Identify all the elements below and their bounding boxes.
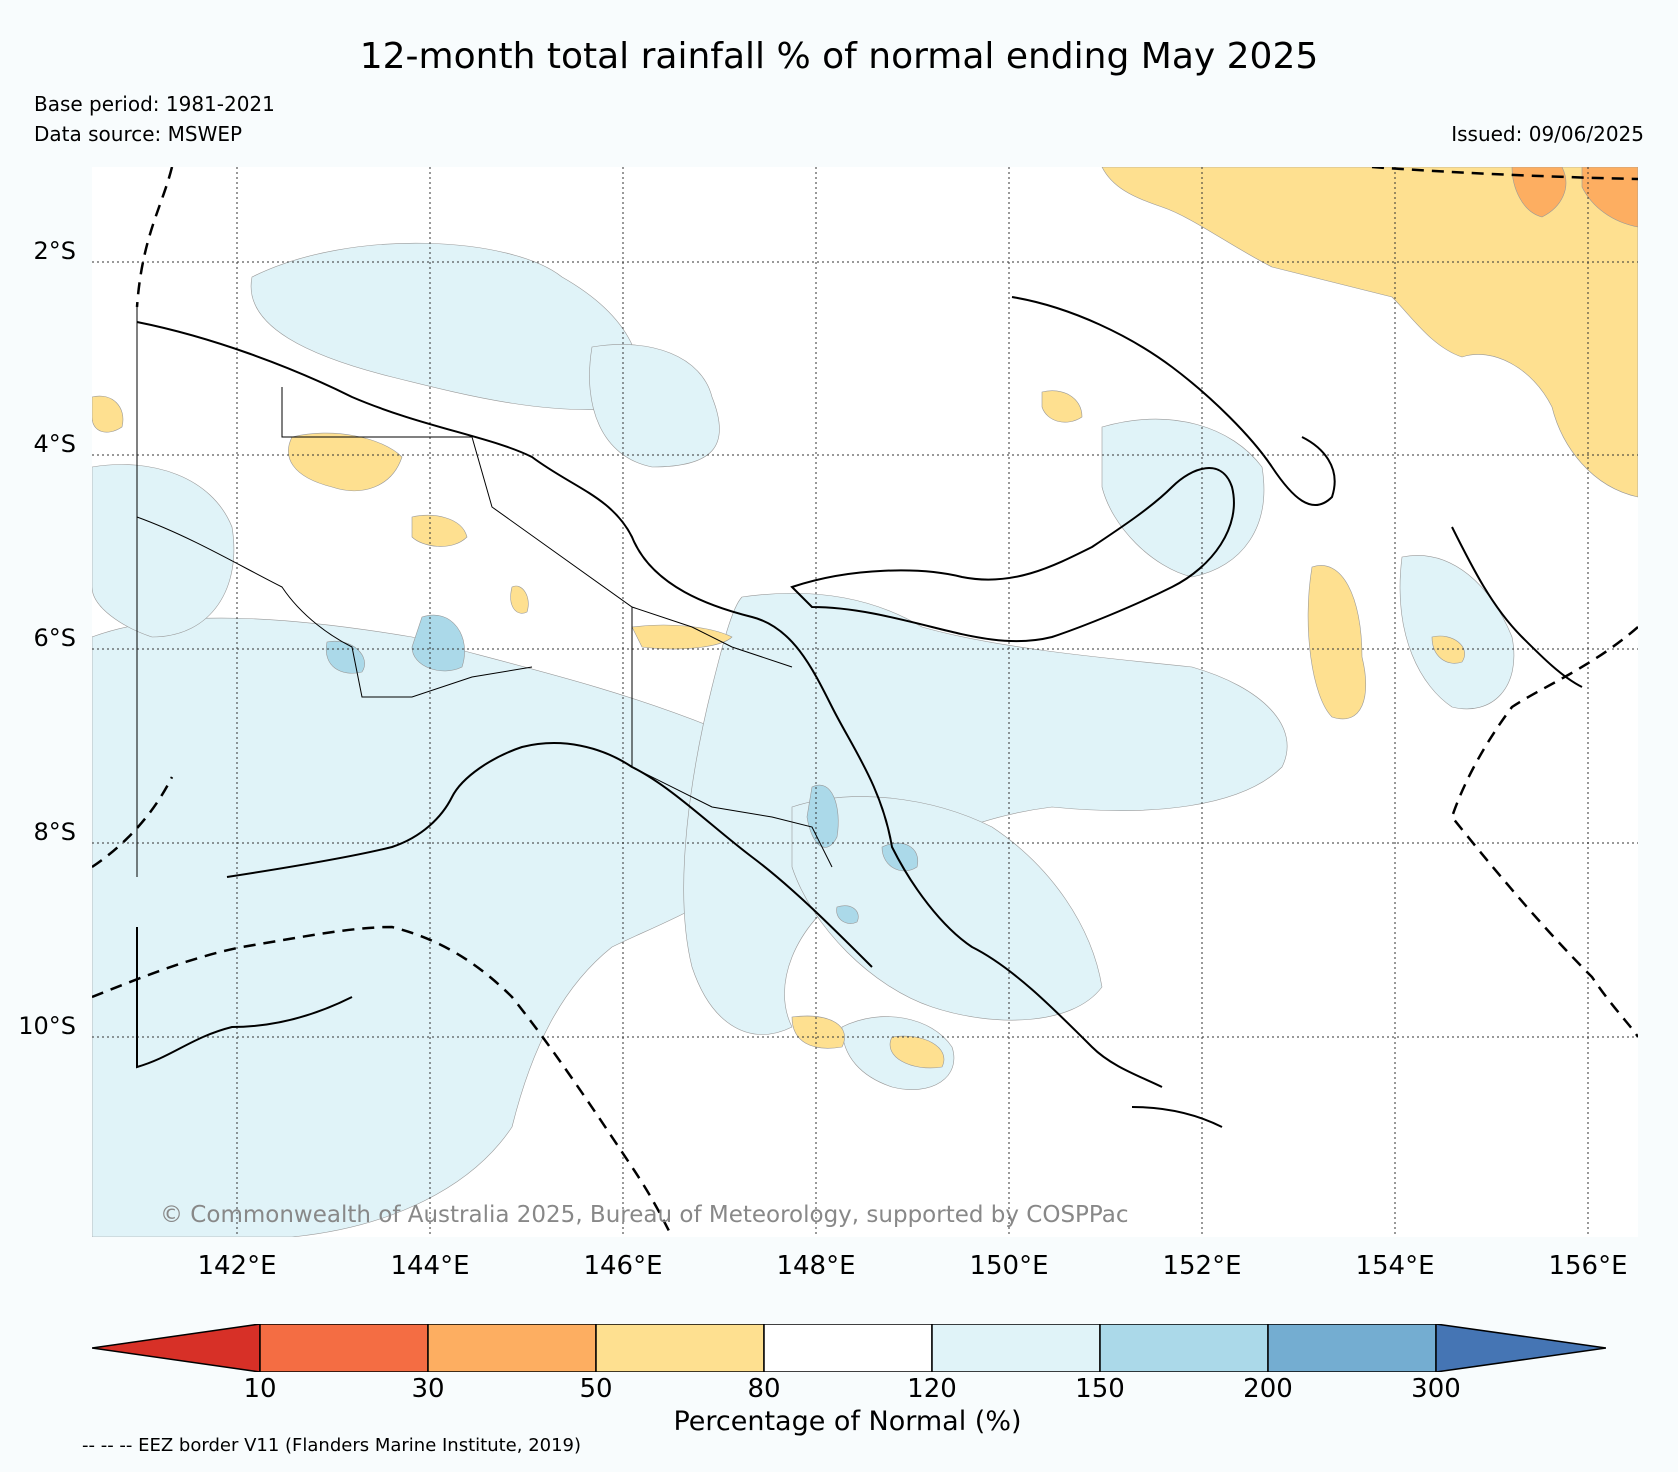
lat-label-8s: 8°S [33, 818, 76, 846]
colorbar-bin-80-120 [763, 1324, 933, 1372]
coastlines [136, 296, 1583, 1128]
colorbar-tick: 150 [1075, 1374, 1125, 1404]
lon-label-142e: 142°E [197, 1251, 277, 1281]
colorbar-bin-200-300 [1267, 1324, 1437, 1372]
wet-regions [92, 242, 1515, 1237]
colorbar-tick: 50 [579, 1374, 613, 1404]
colorbar-extend-low [92, 1324, 261, 1372]
colorbar-bin-30-50 [427, 1324, 597, 1372]
province-borders [136, 307, 833, 877]
copyright-credit: © Commonwealth of Australia 2025, Bureau… [160, 1202, 1129, 1228]
lon-label-146e: 146°E [583, 1251, 663, 1281]
colorbar-tick: 10 [243, 1374, 277, 1404]
issued-date: Issued: 09/06/2025 [1451, 122, 1644, 146]
colorbar-bin-150-200 [1099, 1324, 1269, 1372]
lat-label-10s: 10°S [18, 1012, 76, 1040]
colorbar-tick: 200 [1243, 1374, 1293, 1404]
colorbar-bin-120-150 [931, 1324, 1101, 1372]
dry-regions [92, 167, 1638, 1069]
colorbar-tick: 80 [747, 1374, 781, 1404]
base-period: Base period: 1981-2021 [34, 92, 275, 116]
lon-label-144e: 144°E [390, 1251, 470, 1281]
colorbar-bin-10-30 [259, 1324, 429, 1372]
lat-label-6s: 6°S [33, 624, 76, 652]
graticule [92, 167, 1638, 1237]
colorbar-tick: 300 [1411, 1374, 1461, 1404]
rainfall-map [92, 167, 1638, 1237]
colorbar-tick: 120 [907, 1374, 957, 1404]
colorbar-title: Percentage of Normal (%) [673, 1406, 1022, 1437]
map-title: 12-month total rainfall % of normal endi… [359, 36, 1319, 77]
colorbar [92, 1324, 1606, 1372]
lon-label-152e: 152°E [1162, 1251, 1242, 1281]
lon-label-150e: 150°E [969, 1251, 1049, 1281]
lon-label-148e: 148°E [776, 1251, 856, 1281]
lat-label-2s: 2°S [33, 237, 76, 265]
lon-label-156e: 156°E [1548, 1251, 1628, 1281]
data-source: Data source: MSWEP [34, 122, 243, 146]
lat-label-4s: 4°S [33, 430, 76, 458]
very-dry-regions [1511, 167, 1638, 228]
colorbar-extend-high [1435, 1324, 1606, 1372]
colorbar-tick: 30 [411, 1374, 445, 1404]
eez-note: -- -- -- EEZ border V11 (Flanders Marine… [82, 1435, 582, 1456]
lon-label-154e: 154°E [1355, 1251, 1435, 1281]
eez-borders [92, 167, 1638, 1237]
colorbar-bin-50-80 [595, 1324, 765, 1372]
